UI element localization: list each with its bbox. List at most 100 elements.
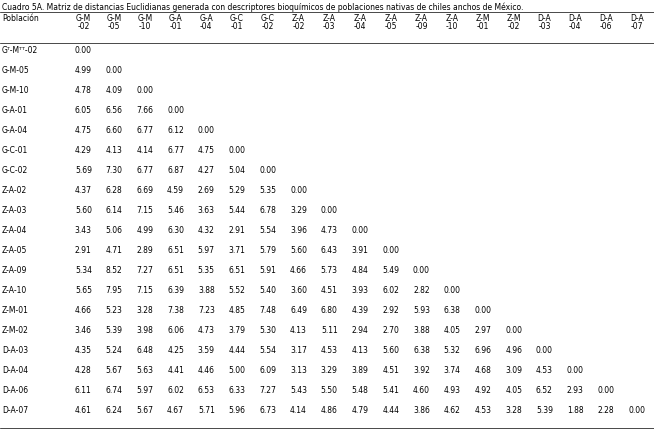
Text: 6.24: 6.24 <box>106 406 122 415</box>
Text: 4.79: 4.79 <box>351 406 368 415</box>
Text: 5.54: 5.54 <box>259 226 276 235</box>
Text: G-C-02: G-C-02 <box>2 166 28 175</box>
Text: Z-A: Z-A <box>292 14 305 23</box>
Text: 5.43: 5.43 <box>290 386 307 395</box>
Text: 5.93: 5.93 <box>413 306 430 315</box>
Text: 4.13: 4.13 <box>106 146 122 155</box>
Text: 5.44: 5.44 <box>228 206 245 215</box>
Text: G-M: G-M <box>107 14 122 23</box>
Text: 5.39: 5.39 <box>105 326 122 335</box>
Text: 5.97: 5.97 <box>198 246 215 255</box>
Text: 3.63: 3.63 <box>198 206 215 215</box>
Text: G-C: G-C <box>261 14 275 23</box>
Text: 0.00: 0.00 <box>536 346 553 355</box>
Text: 0.00: 0.00 <box>628 406 645 415</box>
Text: 3.71: 3.71 <box>229 246 245 255</box>
Text: -02: -02 <box>77 22 90 31</box>
Text: G-M: G-M <box>76 14 91 23</box>
Text: -03: -03 <box>538 22 551 31</box>
Text: 6.51: 6.51 <box>167 266 184 275</box>
Text: 4.60: 4.60 <box>413 386 430 395</box>
Text: 2.91: 2.91 <box>229 226 245 235</box>
Text: Z-A: Z-A <box>323 14 336 23</box>
Text: 0.00: 0.00 <box>566 366 583 375</box>
Text: 6.12: 6.12 <box>167 126 184 135</box>
Text: 6.78: 6.78 <box>260 206 276 215</box>
Text: -04: -04 <box>200 22 213 31</box>
Text: 4.62: 4.62 <box>444 406 460 415</box>
Text: 6.96: 6.96 <box>474 346 491 355</box>
Text: 0.00: 0.00 <box>505 326 522 335</box>
Text: -07: -07 <box>630 22 643 31</box>
Text: 4.25: 4.25 <box>167 346 184 355</box>
Text: 6.73: 6.73 <box>259 406 276 415</box>
Text: 6.53: 6.53 <box>198 386 215 395</box>
Text: 4.92: 4.92 <box>475 386 491 395</box>
Text: 5.67: 5.67 <box>136 406 153 415</box>
Text: 0.00: 0.00 <box>320 206 337 215</box>
Text: 0.00: 0.00 <box>259 166 276 175</box>
Text: 2.94: 2.94 <box>352 326 368 335</box>
Text: 0.00: 0.00 <box>290 186 307 195</box>
Text: 5.69: 5.69 <box>75 166 92 175</box>
Text: Z-A-02: Z-A-02 <box>2 186 27 195</box>
Text: Z-A: Z-A <box>415 14 428 23</box>
Text: 4.09: 4.09 <box>105 86 122 95</box>
Text: 7.38: 7.38 <box>167 306 184 315</box>
Text: 5.23: 5.23 <box>106 306 122 315</box>
Text: 4.53: 4.53 <box>320 346 337 355</box>
Text: 4.59: 4.59 <box>167 186 184 195</box>
Text: 2.93: 2.93 <box>567 386 583 395</box>
Text: 3.13: 3.13 <box>290 366 307 375</box>
Text: 4.41: 4.41 <box>167 366 184 375</box>
Text: 6.77: 6.77 <box>136 166 153 175</box>
Text: 4.85: 4.85 <box>229 306 245 315</box>
Text: 0.00: 0.00 <box>382 246 399 255</box>
Text: 3.46: 3.46 <box>75 326 92 335</box>
Text: 6.06: 6.06 <box>167 326 184 335</box>
Text: 0.00: 0.00 <box>75 46 92 55</box>
Text: 5.91: 5.91 <box>260 266 276 275</box>
Text: 5.96: 5.96 <box>228 406 245 415</box>
Text: 4.51: 4.51 <box>383 366 399 375</box>
Text: 4.35: 4.35 <box>75 346 92 355</box>
Text: 4.67: 4.67 <box>167 406 184 415</box>
Text: Z-A-03: Z-A-03 <box>2 206 27 215</box>
Text: 3.96: 3.96 <box>290 226 307 235</box>
Text: 4.14: 4.14 <box>290 406 307 415</box>
Text: 4.75: 4.75 <box>198 146 215 155</box>
Text: 4.44: 4.44 <box>382 406 399 415</box>
Text: -05: -05 <box>108 22 120 31</box>
Text: 5.71: 5.71 <box>198 406 215 415</box>
Text: Cuadro 5A. Matriz de distancias Euclidianas generada con descriptores bioquímico: Cuadro 5A. Matriz de distancias Euclidia… <box>2 3 523 13</box>
Text: -04: -04 <box>354 22 366 31</box>
Text: 0.00: 0.00 <box>228 146 245 155</box>
Text: 5.34: 5.34 <box>75 266 92 275</box>
Text: 5.63: 5.63 <box>136 366 153 375</box>
Text: 5.32: 5.32 <box>444 346 460 355</box>
Text: 6.02: 6.02 <box>383 286 399 295</box>
Text: 3.74: 3.74 <box>443 366 460 375</box>
Text: 4.99: 4.99 <box>136 226 153 235</box>
Text: 6.60: 6.60 <box>105 126 122 135</box>
Text: 6.28: 6.28 <box>106 186 122 195</box>
Text: 6.51: 6.51 <box>167 246 184 255</box>
Text: 4.78: 4.78 <box>75 86 92 95</box>
Text: Gᵀ-Mᵀᵀ-02: Gᵀ-Mᵀᵀ-02 <box>2 46 38 55</box>
Text: 6.87: 6.87 <box>167 166 184 175</box>
Text: 4.73: 4.73 <box>320 226 337 235</box>
Text: 5.60: 5.60 <box>382 346 399 355</box>
Text: 3.09: 3.09 <box>505 366 522 375</box>
Text: 4.13: 4.13 <box>352 346 368 355</box>
Text: 3.93: 3.93 <box>351 286 368 295</box>
Text: 4.73: 4.73 <box>198 326 215 335</box>
Text: G-A: G-A <box>199 14 213 23</box>
Text: 3.92: 3.92 <box>413 366 430 375</box>
Text: 5.50: 5.50 <box>320 386 337 395</box>
Text: 5.35: 5.35 <box>198 266 215 275</box>
Text: 6.52: 6.52 <box>536 386 553 395</box>
Text: G-M-05: G-M-05 <box>2 66 29 75</box>
Text: 3.88: 3.88 <box>413 326 430 335</box>
Text: 2.92: 2.92 <box>383 306 399 315</box>
Text: 7.66: 7.66 <box>136 106 153 115</box>
